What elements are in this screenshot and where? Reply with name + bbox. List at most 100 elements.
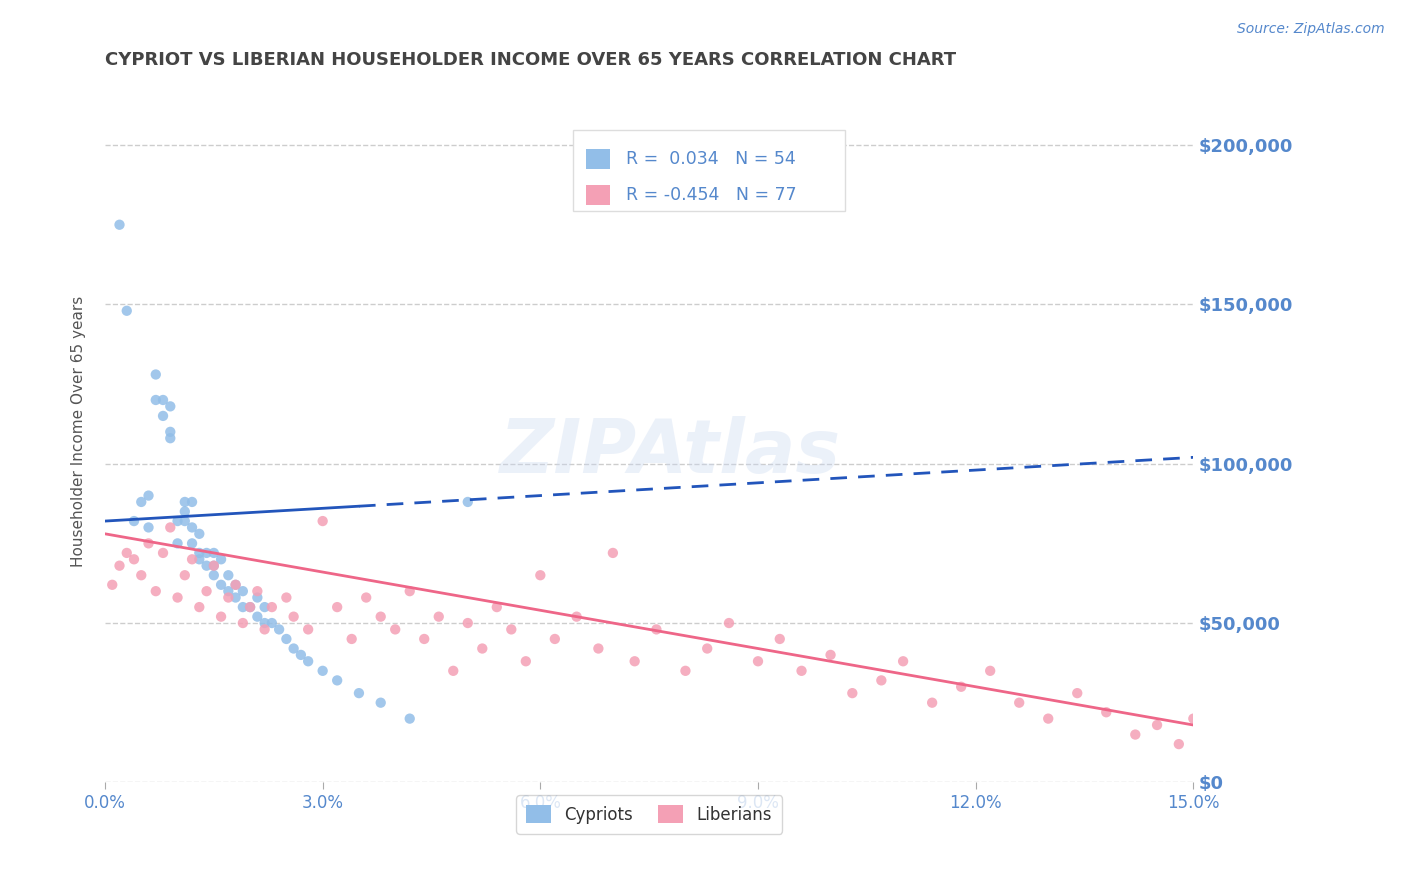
- Point: [253, 623, 276, 637]
- Point: [188, 552, 211, 566]
- Point: [115, 546, 138, 560]
- Point: [747, 654, 769, 668]
- Point: [159, 425, 181, 439]
- Point: [138, 536, 160, 550]
- Text: ZIPAtlas: ZIPAtlas: [501, 417, 842, 490]
- Point: [515, 654, 537, 668]
- Point: [413, 632, 436, 646]
- Point: [1197, 727, 1219, 741]
- Point: [602, 546, 624, 560]
- Point: [217, 584, 239, 599]
- Point: [870, 673, 893, 688]
- Point: [202, 558, 225, 573]
- Point: [471, 641, 494, 656]
- Point: [159, 431, 181, 445]
- Point: [354, 591, 377, 605]
- Point: [1146, 718, 1168, 732]
- Point: [129, 568, 152, 582]
- Point: [122, 514, 145, 528]
- Point: [195, 584, 218, 599]
- Point: [101, 578, 124, 592]
- Point: [645, 623, 668, 637]
- Point: [173, 495, 195, 509]
- Point: [441, 664, 464, 678]
- Point: [841, 686, 863, 700]
- Point: [1277, 749, 1299, 764]
- Point: [790, 664, 813, 678]
- Point: [283, 609, 305, 624]
- Point: [1182, 712, 1205, 726]
- Point: [297, 623, 319, 637]
- Bar: [586, 186, 610, 205]
- Point: [246, 591, 269, 605]
- Point: [311, 664, 333, 678]
- Point: [152, 392, 174, 407]
- Point: [290, 648, 312, 662]
- Point: [501, 623, 523, 637]
- Point: [276, 591, 298, 605]
- Point: [1219, 743, 1241, 757]
- Y-axis label: Householder Income Over 65 years: Householder Income Over 65 years: [72, 296, 86, 567]
- Point: [269, 623, 291, 637]
- Point: [202, 558, 225, 573]
- Point: [326, 600, 349, 615]
- Point: [398, 584, 420, 599]
- Point: [129, 495, 152, 509]
- Point: [260, 615, 283, 630]
- Point: [370, 696, 392, 710]
- Point: [239, 600, 262, 615]
- Point: [398, 712, 420, 726]
- Point: [145, 392, 167, 407]
- Point: [188, 546, 211, 560]
- Point: [115, 303, 138, 318]
- Point: [225, 591, 247, 605]
- Point: [340, 632, 363, 646]
- Point: [1123, 727, 1146, 741]
- Point: [209, 609, 232, 624]
- Point: [145, 368, 167, 382]
- Point: [166, 536, 188, 550]
- Point: [311, 514, 333, 528]
- Point: [159, 400, 181, 414]
- Point: [384, 623, 406, 637]
- Point: [166, 514, 188, 528]
- Point: [173, 514, 195, 528]
- Point: [209, 578, 232, 592]
- Text: R = -0.454   N = 77: R = -0.454 N = 77: [626, 186, 797, 204]
- Point: [891, 654, 914, 668]
- Point: [166, 591, 188, 605]
- Point: [188, 526, 211, 541]
- Point: [152, 546, 174, 560]
- Point: [217, 568, 239, 582]
- Point: [1327, 743, 1350, 757]
- Point: [276, 632, 298, 646]
- Point: [370, 609, 392, 624]
- Point: [253, 615, 276, 630]
- Point: [173, 568, 195, 582]
- Point: [979, 664, 1001, 678]
- Point: [188, 600, 211, 615]
- Point: [202, 546, 225, 560]
- Legend: Cypriots, Liberians: Cypriots, Liberians: [516, 796, 782, 834]
- Text: R =  0.034   N = 54: R = 0.034 N = 54: [626, 150, 796, 168]
- Point: [173, 504, 195, 518]
- Point: [326, 673, 349, 688]
- Point: [181, 495, 204, 509]
- Point: [1364, 749, 1386, 764]
- Point: [1240, 718, 1263, 732]
- Point: [1298, 727, 1320, 741]
- Point: [159, 520, 181, 534]
- Point: [717, 615, 740, 630]
- Point: [529, 568, 551, 582]
- Point: [232, 600, 254, 615]
- Point: [246, 584, 269, 599]
- Point: [195, 558, 218, 573]
- Point: [181, 520, 204, 534]
- Point: [427, 609, 450, 624]
- Point: [283, 641, 305, 656]
- Point: [239, 600, 262, 615]
- Point: [457, 495, 479, 509]
- Point: [225, 578, 247, 592]
- Point: [217, 591, 239, 605]
- Point: [225, 578, 247, 592]
